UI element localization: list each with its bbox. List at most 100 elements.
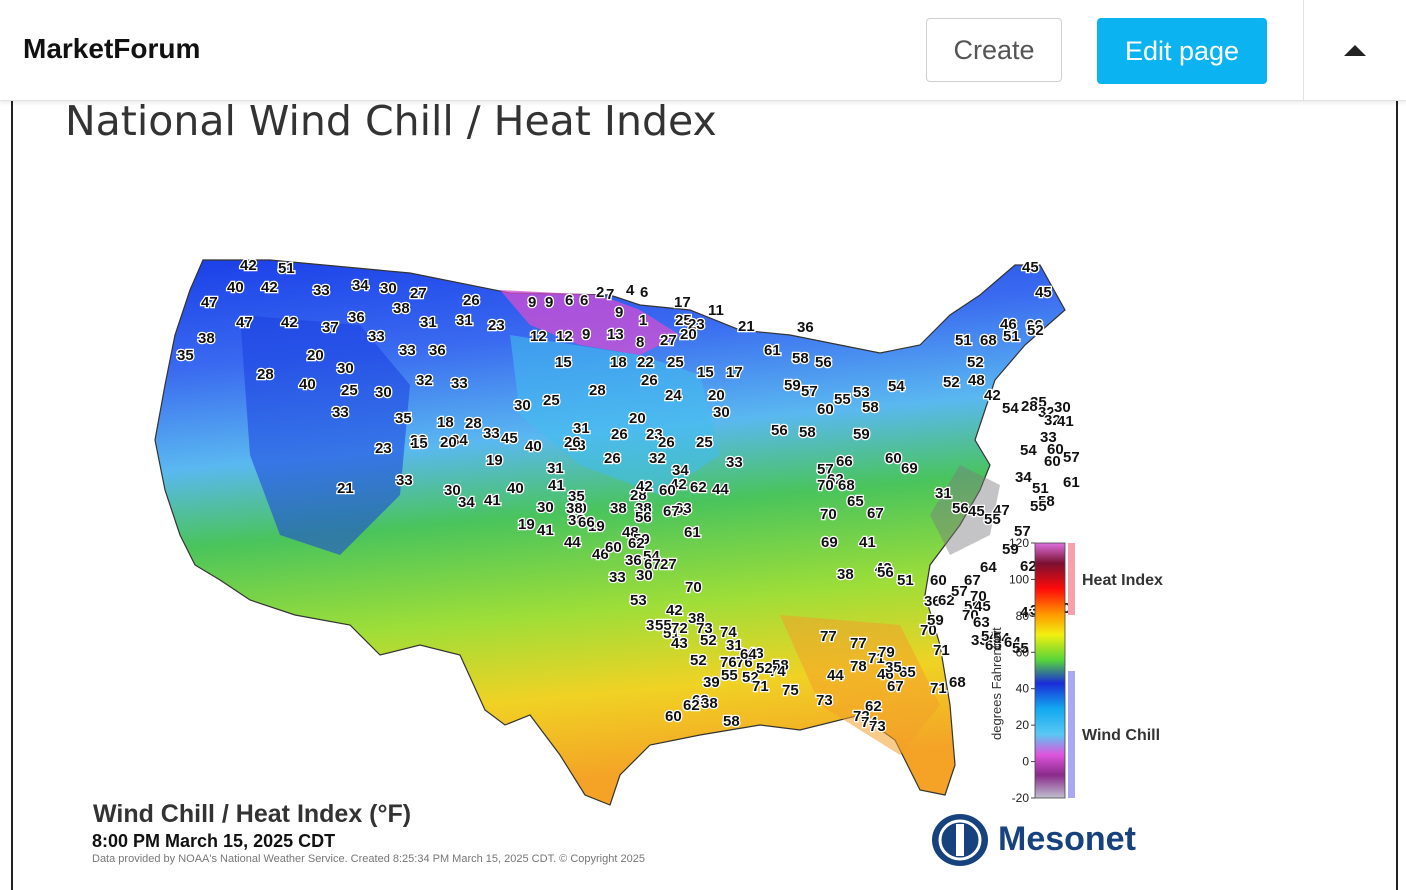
temperature-value: 62 bbox=[1020, 558, 1037, 575]
temperature-value: 47 bbox=[993, 502, 1010, 519]
temperature-value: 67 bbox=[663, 503, 680, 520]
temperature-value: 33 bbox=[399, 342, 416, 359]
temperature-value: 60 bbox=[930, 572, 947, 589]
temperature-value: 57 bbox=[801, 383, 818, 400]
temperature-value: 34 bbox=[458, 494, 475, 511]
temperature-value: 60 bbox=[1044, 453, 1061, 470]
temperature-value: 62 bbox=[865, 698, 882, 715]
temperature-value: 32 bbox=[416, 372, 433, 389]
temperature-value: 33 bbox=[313, 282, 330, 299]
edit-page-button[interactable]: Edit page bbox=[1097, 18, 1267, 84]
temperature-value: 42 bbox=[670, 476, 687, 493]
temperature-value: 35 bbox=[395, 410, 412, 427]
temperature-value: 27 bbox=[660, 332, 677, 349]
temperature-value: 30 bbox=[1054, 399, 1071, 416]
temperature-value: 28 bbox=[589, 382, 606, 399]
temperature-value: 31 bbox=[935, 485, 952, 502]
temperature-value: 6 bbox=[580, 292, 588, 309]
temperature-value: 60 bbox=[817, 401, 834, 418]
temperature-value: 51 bbox=[278, 260, 295, 277]
temperature-value: 6 bbox=[565, 292, 573, 309]
temperature-value: 22 bbox=[637, 354, 654, 371]
temperature-value: 25 bbox=[543, 392, 560, 409]
temperature-value: 47 bbox=[236, 314, 253, 331]
temperature-value: 38 bbox=[610, 500, 627, 517]
temperature-value: 71 bbox=[933, 642, 950, 659]
temperature-value: 70 bbox=[920, 622, 937, 639]
temperature-value: 38 bbox=[568, 512, 585, 529]
temperature-value: 9 bbox=[545, 294, 553, 311]
brand-logo[interactable]: MarketForum bbox=[23, 33, 201, 64]
map-credit: Data provided by NOAA's National Weather… bbox=[92, 853, 645, 865]
temperature-value: 68 bbox=[838, 477, 855, 494]
temperature-value: 52 bbox=[742, 669, 759, 686]
temperature-value: 45 bbox=[1035, 284, 1052, 301]
temperature-value: 9 bbox=[528, 294, 536, 311]
temperature-value: 31 bbox=[420, 314, 437, 331]
temperature-value: 35 bbox=[1030, 394, 1047, 411]
temperature-value: 25 bbox=[696, 434, 713, 451]
temperature-value: 24 bbox=[665, 387, 682, 404]
legend-axis-label: degrees Fahrenheit bbox=[989, 627, 1004, 740]
top-navbar: MarketForum Create Edit page bbox=[0, 0, 1406, 101]
temperature-value: 52 bbox=[1027, 322, 1044, 339]
legend-tick-label: 80 bbox=[1016, 609, 1030, 623]
temperature-value: 45 bbox=[968, 503, 985, 520]
temperature-value: 46 bbox=[1020, 604, 1037, 621]
temperature-value: 56 bbox=[635, 509, 652, 526]
temperature-value: 38 bbox=[688, 610, 705, 627]
temperature-value: 40 bbox=[525, 438, 542, 455]
temperature-value: 62 bbox=[827, 471, 844, 488]
temperature-value: 64 bbox=[1004, 634, 1021, 651]
temperature-value: 67 bbox=[964, 572, 981, 589]
temperature-value: 30 bbox=[375, 384, 392, 401]
temperature-value: 46 bbox=[1000, 316, 1017, 333]
wind-chill-heat-index-map[interactable]: 42 51 40 42 33 34 30 27 26 47 38 31 31 23 36 47 42 37 38 33… bbox=[80, 235, 1180, 875]
temperature-value: 56 bbox=[952, 500, 969, 517]
temperature-value: 51 bbox=[1003, 328, 1020, 345]
temperature-value: 58 bbox=[799, 424, 816, 441]
temperature-value: 9 bbox=[582, 326, 590, 343]
temperature-value: 31 bbox=[573, 420, 590, 437]
temperature-value: 54 bbox=[993, 630, 1010, 647]
temperature-value: 79 bbox=[878, 644, 895, 661]
temperature-value: 66 bbox=[578, 514, 595, 531]
temperature-value: 62 bbox=[690, 479, 707, 496]
temperature-value: 20 bbox=[440, 434, 457, 451]
temperature-value: 40 bbox=[299, 376, 316, 393]
temperature-value: 43 bbox=[671, 635, 688, 652]
caret-up-icon[interactable] bbox=[1340, 38, 1370, 62]
navbar-divider bbox=[1303, 0, 1304, 100]
temperature-value: 54 bbox=[1002, 400, 1019, 417]
temperature-value: 36 bbox=[797, 319, 814, 336]
temperature-value: 61 bbox=[764, 342, 781, 359]
map-caption-time: 8:00 PM March 15, 2025 CDT bbox=[92, 831, 336, 851]
temperature-value: 33 bbox=[726, 454, 743, 471]
heat-index-label: Heat Index bbox=[1082, 572, 1163, 589]
temperature-value: 68 bbox=[949, 674, 966, 691]
temperature-value: 31 bbox=[456, 312, 473, 329]
temperature-value: 46 bbox=[877, 666, 894, 683]
temperature-value: 30 bbox=[570, 500, 587, 517]
temperature-value: 74 bbox=[861, 714, 878, 731]
temperature-value: 58 bbox=[772, 657, 789, 674]
temperature-value: 67 bbox=[867, 505, 884, 522]
temperature-value: 57 bbox=[1063, 449, 1080, 466]
temperature-value: 62 bbox=[628, 535, 645, 552]
temperature-value: 26 bbox=[463, 292, 480, 309]
temperature-value: 69 bbox=[821, 534, 838, 551]
temperature-value: 46 bbox=[592, 546, 609, 563]
temperature-value: 30 bbox=[673, 502, 690, 519]
legend-tick-label: 120 bbox=[1009, 536, 1029, 550]
temperature-value: 30 bbox=[636, 567, 653, 584]
temperature-value: 66 bbox=[1026, 317, 1043, 334]
temperature-value: 23 bbox=[569, 437, 586, 454]
temperature-value: 19 bbox=[518, 516, 535, 533]
temperature-value: 67 bbox=[887, 678, 904, 695]
temperature-value: 63 bbox=[675, 500, 692, 517]
legend-tick-label: -20 bbox=[1012, 791, 1030, 805]
create-button[interactable]: Create bbox=[926, 18, 1062, 82]
temperature-value: 45 bbox=[501, 430, 518, 447]
temperature-value: 56 bbox=[877, 564, 894, 581]
legend-tick-label: 100 bbox=[1009, 572, 1029, 586]
